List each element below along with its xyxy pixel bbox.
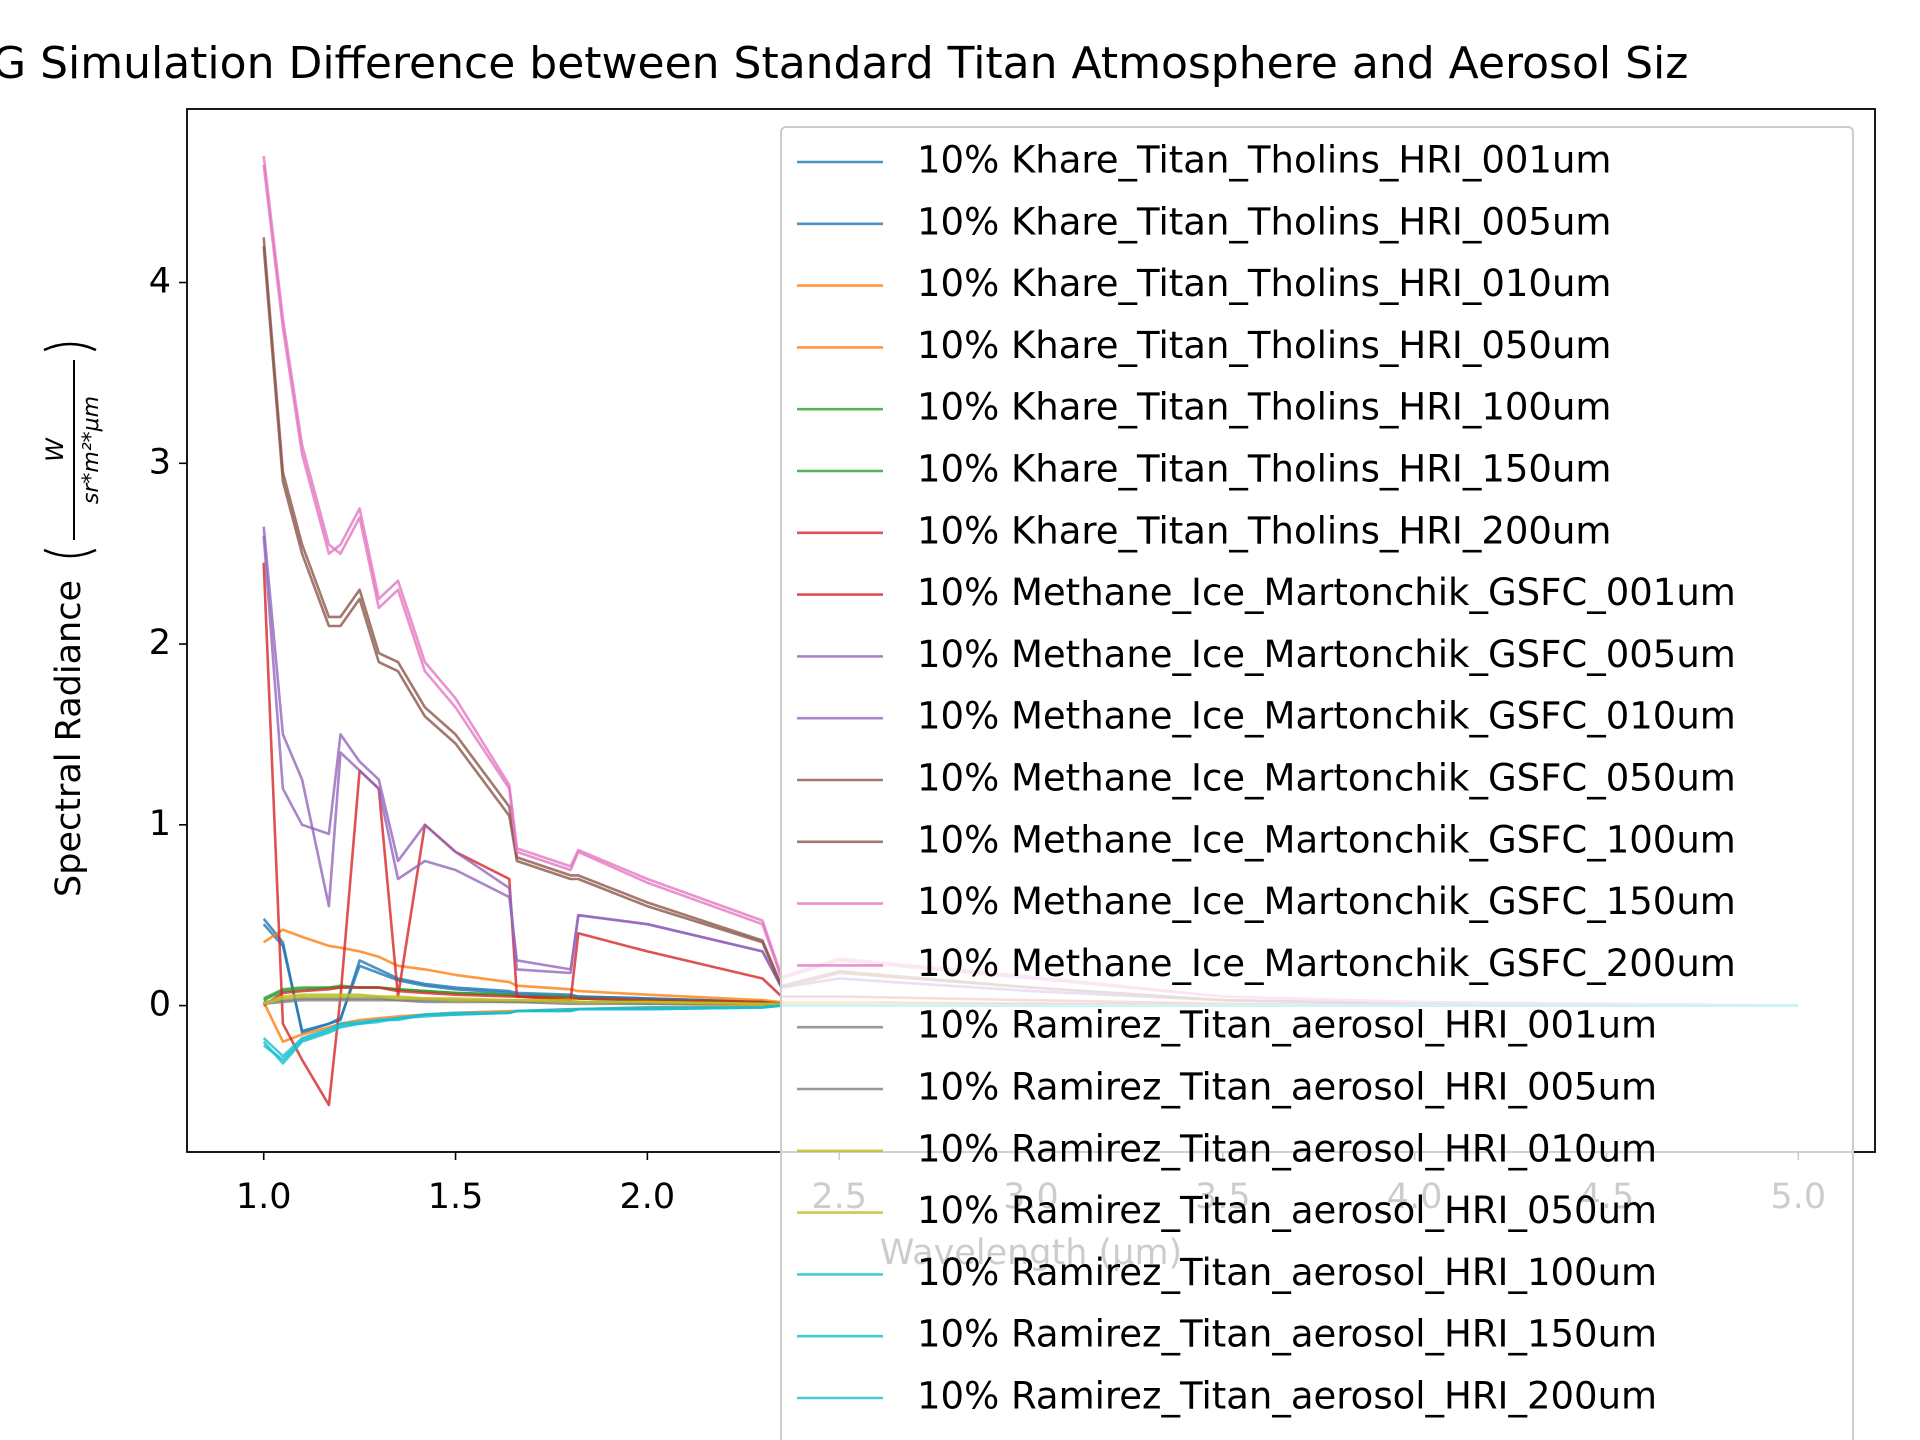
legend-label: 10% Khare_Titan_Tholins_HRI_150um — [917, 448, 1611, 491]
x-tick-label: 1.0 — [236, 1177, 292, 1217]
legend-box — [780, 126, 1854, 1440]
legend-label: 10% Methane_Ice_Martonchik_GSFC_150um — [917, 880, 1736, 923]
legend-label: 10% Khare_Titan_Tholins_HRI_100um — [917, 386, 1611, 429]
legend-label: 10% Khare_Titan_Tholins_HRI_001um — [917, 139, 1611, 182]
legend-label: 10% Methane_Ice_Martonchik_GSFC_200um — [917, 942, 1736, 985]
paren — [43, 548, 97, 558]
legend-label: 10% Methane_Ice_Martonchik_GSFC_100um — [917, 818, 1736, 861]
legend-label: 10% Ramirez_Titan_aerosol_HRI_010um — [917, 1127, 1657, 1170]
y-unit-denominator: sr*m²*μm — [79, 396, 104, 504]
y-axis-label: Spectral Radiance W sr*m²*μm — [41, 342, 104, 897]
legend-label: 10% Ramirez_Titan_aerosol_HRI_001um — [917, 1004, 1657, 1047]
y-tick-label: 2 — [149, 623, 171, 663]
paren — [43, 342, 97, 352]
legend-label: 10% Ramirez_Titan_aerosol_HRI_050um — [917, 1189, 1657, 1232]
legend-label: 10% Methane_Ice_Martonchik_GSFC_050um — [917, 757, 1736, 800]
x-tick-label: 1.5 — [428, 1177, 484, 1217]
legend-label: 10% Khare_Titan_Tholins_HRI_050um — [917, 324, 1611, 367]
y-tick-label: 0 — [149, 985, 171, 1025]
legend-label: 10% Methane_Ice_Martonchik_GSFC_005um — [917, 633, 1736, 676]
legend-label: 10% Ramirez_Titan_aerosol_HRI_200um — [917, 1375, 1657, 1418]
y-tick-label: 3 — [149, 442, 171, 482]
legend-label: 10% Khare_Titan_Tholins_HRI_005um — [917, 200, 1611, 243]
legend-label: 10% Methane_Ice_Martonchik_GSFC_001um — [917, 571, 1736, 614]
chart-title: G Simulation Difference between Standard… — [0, 38, 1688, 89]
legend-label: 10% Ramirez_Titan_aerosol_HRI_150um — [917, 1313, 1657, 1356]
legend-label: 10% Khare_Titan_Tholins_HRI_200um — [917, 509, 1611, 552]
x-tick-label: 2.0 — [620, 1177, 676, 1217]
legend-label: 10% Khare_Titan_Tholins_HRI_010um — [917, 262, 1611, 305]
legend-label: 10% Methane_Ice_Martonchik_GSFC_010um — [917, 695, 1736, 738]
legend: 10% Khare_Titan_Tholins_HRI_001um 10% Kha… — [780, 126, 1854, 1440]
legend-label: 10% Ramirez_Titan_aerosol_HRI_005um — [917, 1066, 1657, 1109]
legend-label: 10% Ramirez_Titan_aerosol_HRI_100um — [917, 1251, 1657, 1294]
y-tick-label: 4 — [149, 262, 171, 302]
y-label-text: Spectral Radiance — [49, 580, 89, 897]
y-unit-numerator: W — [41, 437, 69, 462]
y-tick-label: 1 — [149, 804, 171, 844]
